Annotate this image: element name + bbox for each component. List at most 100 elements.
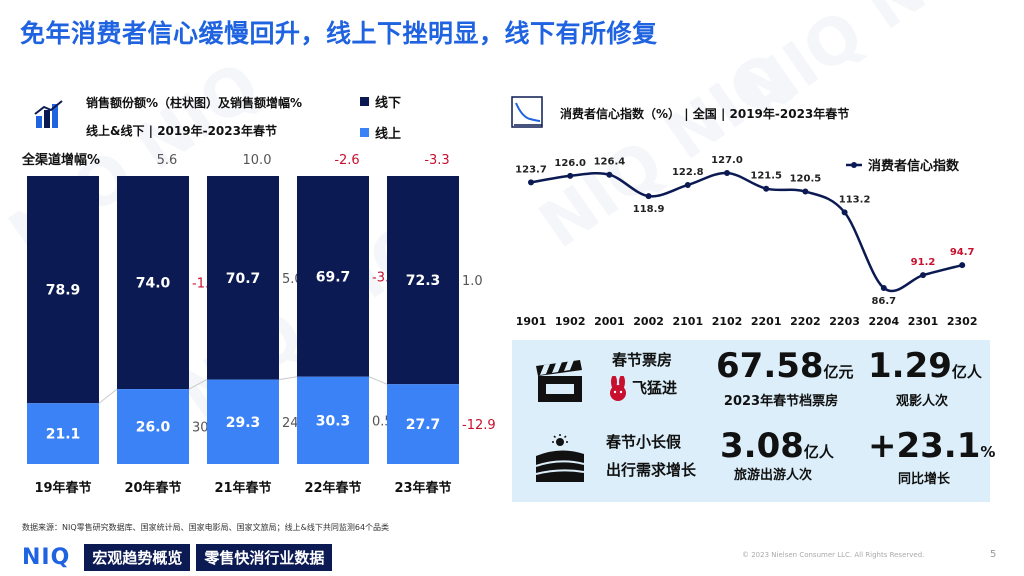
growth-unit: % bbox=[980, 443, 996, 461]
left-chart-header: 销售额份额%（柱状图）及销售额增幅% 线上&线下 | 2019年-2023年春节… bbox=[30, 90, 490, 150]
total-growth-value-2: 10.0 bbox=[243, 153, 272, 168]
travel-value: 3.08亿人 bbox=[720, 426, 834, 466]
box-office-number: 67.58 bbox=[716, 346, 824, 386]
confidence-value-label-5: 127.0 bbox=[711, 155, 743, 166]
x-tick-label-0: 1901 bbox=[516, 315, 547, 328]
viewers-sub: 观影人次 bbox=[895, 394, 948, 409]
confidence-point-11 bbox=[959, 262, 966, 269]
offline-share-label-0: 78.9 bbox=[46, 283, 81, 299]
online-share-label-4: 27.7 bbox=[406, 417, 441, 433]
confidence-point-8 bbox=[841, 209, 848, 216]
total-growth-value-3: -2.6 bbox=[334, 153, 359, 168]
viewers-unit: 亿人 bbox=[951, 363, 982, 381]
legend-online-swatch bbox=[360, 128, 369, 137]
x-tick-label-4: 2101 bbox=[672, 315, 703, 328]
bar-online-3 bbox=[297, 376, 369, 464]
landscape-icon bbox=[535, 434, 585, 482]
travel-unit: 亿人 bbox=[803, 443, 834, 461]
confidence-value-label-11: 94.7 bbox=[950, 247, 975, 258]
online-share-label-1: 26.0 bbox=[136, 420, 171, 436]
confidence-point-7 bbox=[802, 188, 809, 195]
confidence-value-label-8: 113.2 bbox=[839, 194, 871, 205]
holiday-label: 春节小长假 bbox=[606, 433, 682, 451]
left-chart-title: 销售额份额%（柱状图）及销售额增幅% bbox=[86, 96, 303, 110]
legend-online: 线上 bbox=[360, 123, 401, 142]
bar-offline-3 bbox=[297, 176, 369, 377]
x-tick-label-3: 2002 bbox=[633, 315, 664, 328]
confidence-value-label-4: 122.8 bbox=[672, 167, 704, 178]
confidence-point-9 bbox=[880, 285, 887, 291]
offline-share-label-4: 72.3 bbox=[406, 273, 441, 289]
legend-offline: 线下 bbox=[360, 92, 401, 111]
online-growth-value-4: -12.9 bbox=[462, 418, 496, 433]
confidence-point-4 bbox=[684, 181, 691, 188]
confidence-point-5 bbox=[724, 170, 730, 176]
box-office-label-2: 飞猛进 bbox=[632, 379, 678, 397]
info-highlight-box: 春节票房 飞猛进 67.58亿元 2023年春节档票房 1.29亿人 观影人次 … bbox=[512, 340, 995, 502]
growth-number: +23.1 bbox=[868, 426, 981, 466]
confidence-point-3 bbox=[645, 193, 652, 200]
nav-retail-data-button[interactable]: 零售快消行业数据 bbox=[196, 543, 333, 571]
share-connector-1 bbox=[188, 379, 208, 390]
clapperboard-icon bbox=[536, 360, 582, 402]
confidence-value-label-7: 120.5 bbox=[790, 174, 822, 185]
bar-offline-1 bbox=[117, 176, 189, 390]
confidence-point-10 bbox=[920, 272, 926, 279]
box-office-label: 春节票房 bbox=[612, 351, 673, 369]
viewers-number: 1.29 bbox=[868, 346, 952, 386]
bar-online-1 bbox=[117, 389, 189, 464]
category-label-2: 21年春节 bbox=[214, 480, 271, 496]
viewers-value: 1.29亿人 bbox=[868, 346, 982, 386]
legend-marker bbox=[851, 162, 857, 168]
bar-offline-0 bbox=[27, 176, 99, 404]
confidence-point-0 bbox=[528, 179, 534, 186]
rabbit-icon bbox=[610, 376, 626, 401]
sales-share-bar-chart: 全渠道增幅%78.921.119年春节5.674.026.0-1.030.120… bbox=[21, 152, 496, 496]
x-tick-label-11: 2302 bbox=[947, 315, 978, 328]
category-label-4: 23年春节 bbox=[394, 480, 451, 496]
total-growth-value-1: 5.6 bbox=[157, 153, 178, 168]
x-tick-label-8: 2203 bbox=[829, 315, 860, 328]
category-label-0: 19年春节 bbox=[34, 480, 91, 496]
category-label-1: 20年春节 bbox=[124, 480, 181, 496]
confidence-line bbox=[530, 171, 963, 293]
travel-sub: 旅游出游人次 bbox=[733, 468, 812, 483]
x-tick-label-9: 2204 bbox=[868, 315, 899, 328]
x-tick-label-7: 2202 bbox=[790, 315, 821, 328]
offline-share-label-1: 74.0 bbox=[136, 276, 171, 292]
offline-share-label-2: 70.7 bbox=[226, 271, 261, 287]
share-connector-2 bbox=[278, 376, 298, 381]
legend-offline-label: 线下 bbox=[375, 96, 402, 111]
x-tick-label-1: 1902 bbox=[555, 315, 586, 328]
bar-online-4 bbox=[387, 384, 459, 464]
share-connector-0 bbox=[98, 388, 118, 404]
box-office-sub: 2023年春节档票房 bbox=[723, 394, 839, 409]
confidence-value-label-10: 91.2 bbox=[911, 257, 936, 268]
legend-offline-swatch bbox=[360, 97, 369, 106]
box-office-value: 67.58亿元 bbox=[716, 346, 854, 386]
growth-sub: 同比增长 bbox=[897, 472, 950, 487]
offline-share-label-3: 69.7 bbox=[316, 269, 351, 285]
legend-online-label: 线上 bbox=[375, 127, 402, 142]
confidence-value-label-0: 123.7 bbox=[515, 164, 547, 175]
bar-offline-2 bbox=[207, 176, 279, 380]
confidence-value-label-6: 121.5 bbox=[750, 171, 782, 182]
confidence-index-line-chart: 123.7 1901 126.0 1902 126.4 2001 118.9 2002 122.… bbox=[515, 155, 978, 328]
online-share-label-2: 29.3 bbox=[226, 415, 261, 431]
bar-online-2 bbox=[207, 379, 279, 464]
nav-macro-trends-button[interactable]: 宏观趋势概览 bbox=[84, 543, 191, 571]
total-growth-value-4: -3.3 bbox=[424, 153, 449, 168]
confidence-point-2 bbox=[606, 171, 613, 178]
right-chart-header: 消费者信心指数（%） | 全国 | 2019年-2023年春节 bbox=[508, 95, 1008, 135]
niq-logo: NIQ bbox=[22, 544, 71, 570]
online-share-label-3: 30.3 bbox=[316, 413, 351, 429]
total-growth-label: 全渠道增幅% bbox=[21, 152, 100, 168]
online-share-label-0: 21.1 bbox=[46, 427, 81, 443]
legend-label: 消费者信心指数 bbox=[868, 158, 960, 174]
right-chart-title: 消费者信心指数（%） | 全国 | 2019年-2023年春节 bbox=[560, 107, 850, 121]
confidence-value-label-2: 126.4 bbox=[594, 157, 626, 168]
holiday-label-2: 出行需求增长 bbox=[606, 461, 697, 479]
share-connector-3 bbox=[368, 376, 388, 385]
confidence-value-label-9: 86.7 bbox=[871, 296, 896, 307]
x-tick-label-10: 2301 bbox=[908, 315, 939, 328]
